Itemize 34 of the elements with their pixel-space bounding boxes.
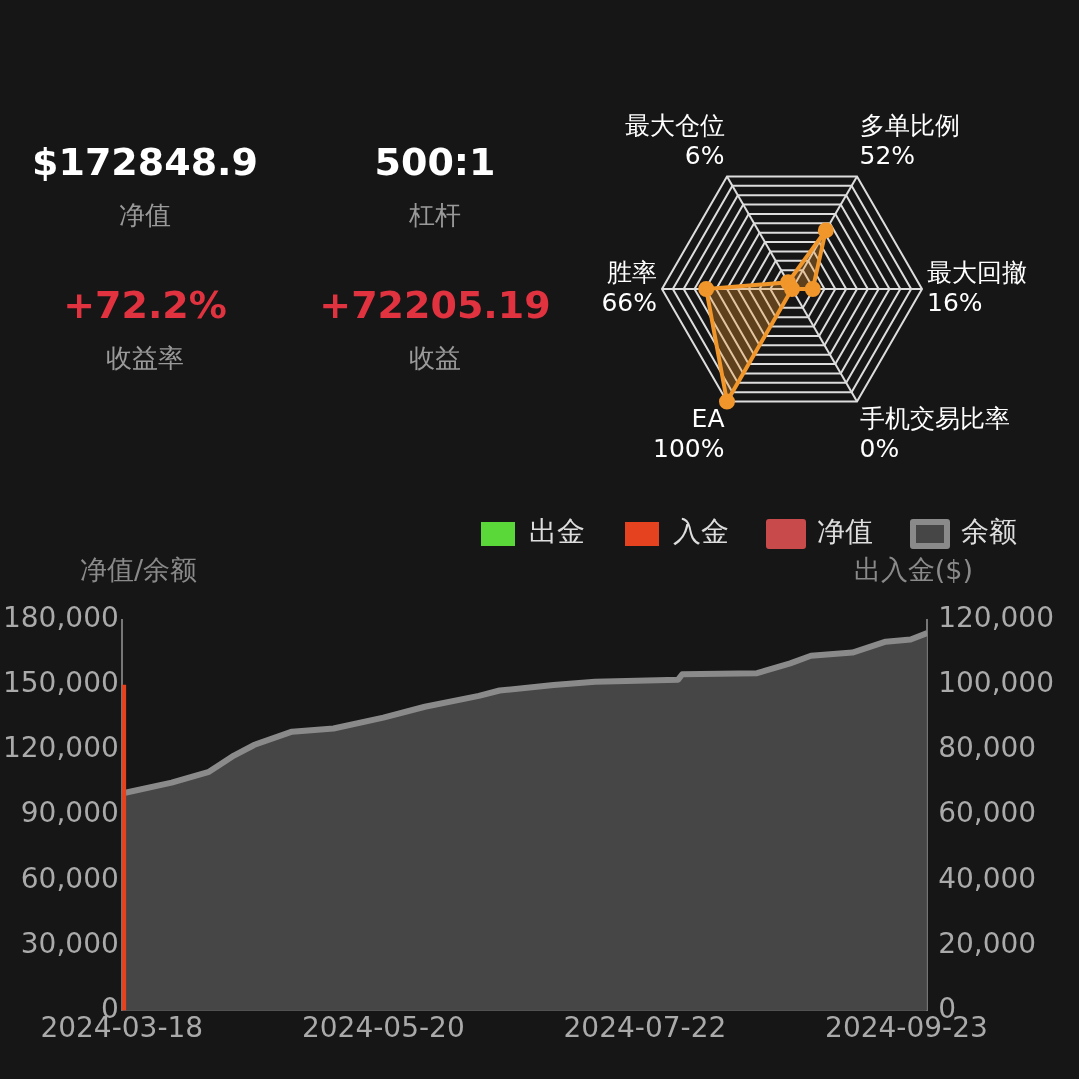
y2-tick-label: 40,000 <box>938 861 1037 895</box>
y2-tick-label: 120,000 <box>938 601 1055 635</box>
legend-label: 入金 <box>673 515 729 549</box>
text: 净值 <box>118 199 172 232</box>
spoke-label: EA 100% <box>653 404 725 464</box>
y2-tick-label: 60,000 <box>938 796 1037 830</box>
y-tick-label: 150,000 <box>2 666 119 700</box>
spoke-label: 胜率 66% <box>601 257 657 317</box>
text: +72205.19 <box>318 283 552 327</box>
y-tick-label: 60,000 <box>20 861 119 895</box>
text: 收益 <box>408 342 462 375</box>
spoke-label: 最大回撤 16% <box>927 257 1027 317</box>
y2-tick-label: 80,000 <box>938 731 1037 765</box>
text: $172848.9 <box>31 140 259 184</box>
text: +72.2% <box>62 283 228 327</box>
y-axis-title: 净值/余额 <box>80 553 198 587</box>
x-tick-label: 2024-05-20 <box>301 1011 465 1045</box>
text: 500:1 <box>373 140 497 184</box>
y-tick-label: 180,000 <box>2 601 119 635</box>
y2-axis-title: 出入金($) <box>853 553 973 587</box>
legend-label: 出金 <box>529 515 585 549</box>
y-tick-label: 30,000 <box>20 926 119 960</box>
y2-tick-label: 20,000 <box>938 926 1037 960</box>
text: 杠杆 <box>408 199 462 232</box>
y-tick-label: 90,000 <box>20 796 119 830</box>
y-tick-label: 120,000 <box>2 731 119 765</box>
legend-label: 净值 <box>817 515 873 549</box>
legend-label: 余额 <box>961 515 1017 549</box>
text: 收益率 <box>105 342 185 375</box>
spoke-label: 手机交易比率 0% <box>859 404 1010 464</box>
x-tick-label: 2024-07-22 <box>563 1011 727 1045</box>
spoke-label: 多单比例 52% <box>859 110 960 170</box>
spoke-label: 最大仓位 6% <box>624 110 725 170</box>
y2-tick-label: 100,000 <box>938 666 1055 700</box>
